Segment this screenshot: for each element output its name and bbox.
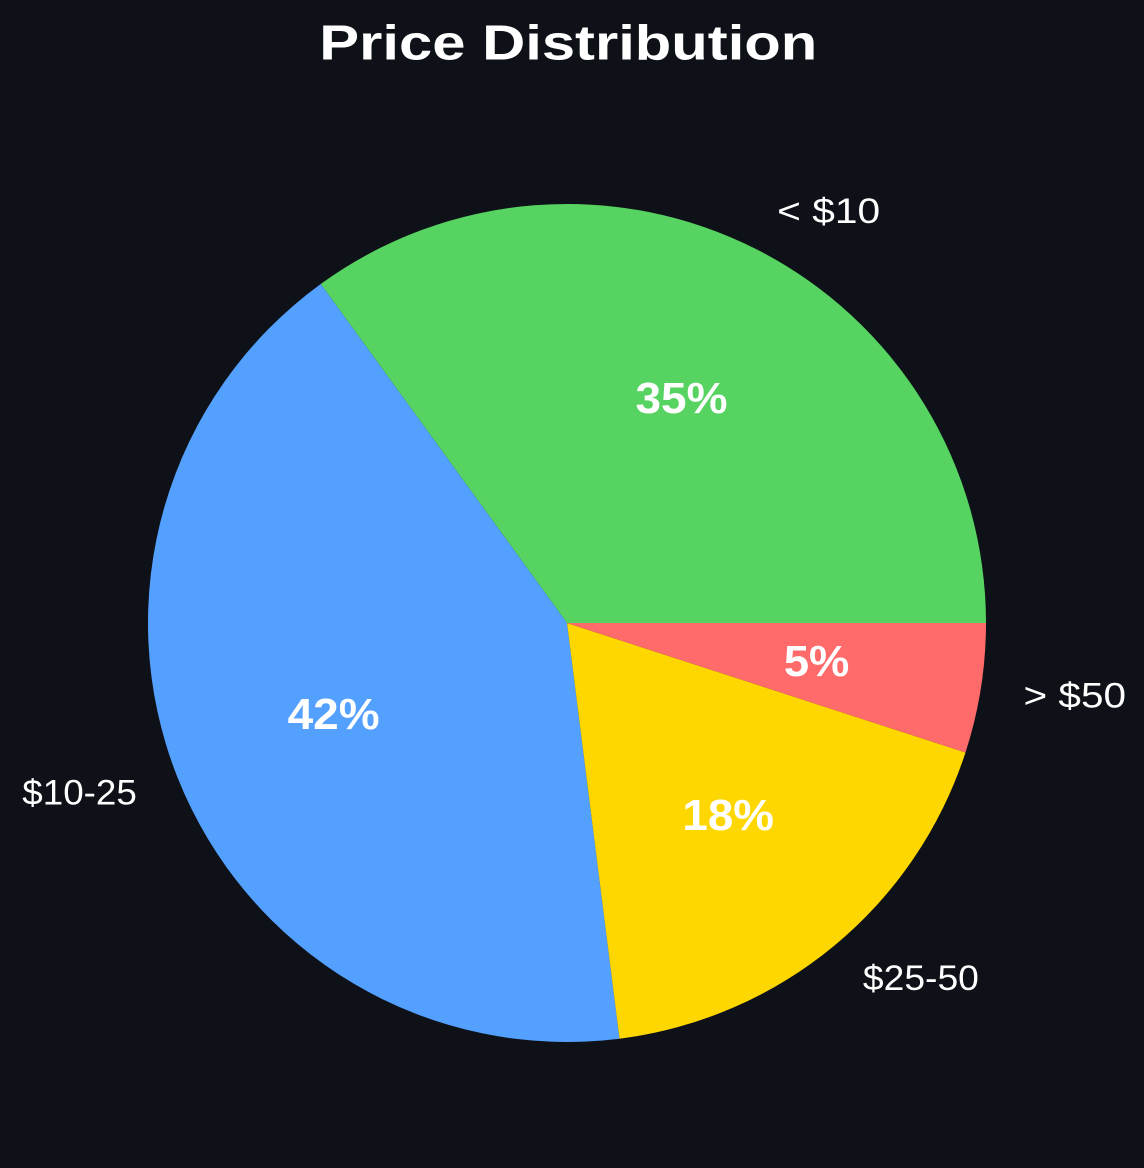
svg-text:5%: 5% bbox=[784, 637, 850, 686]
svg-text:18%: 18% bbox=[682, 791, 774, 840]
svg-text:42%: 42% bbox=[288, 690, 380, 739]
svg-text:Price Distribution: Price Distribution bbox=[319, 17, 817, 71]
svg-text:$25-50: $25-50 bbox=[863, 959, 979, 998]
svg-text:$10-25: $10-25 bbox=[22, 773, 137, 812]
svg-text:< $10: < $10 bbox=[777, 192, 880, 231]
svg-text:> $50: > $50 bbox=[1024, 676, 1127, 715]
svg-text:35%: 35% bbox=[636, 374, 728, 423]
